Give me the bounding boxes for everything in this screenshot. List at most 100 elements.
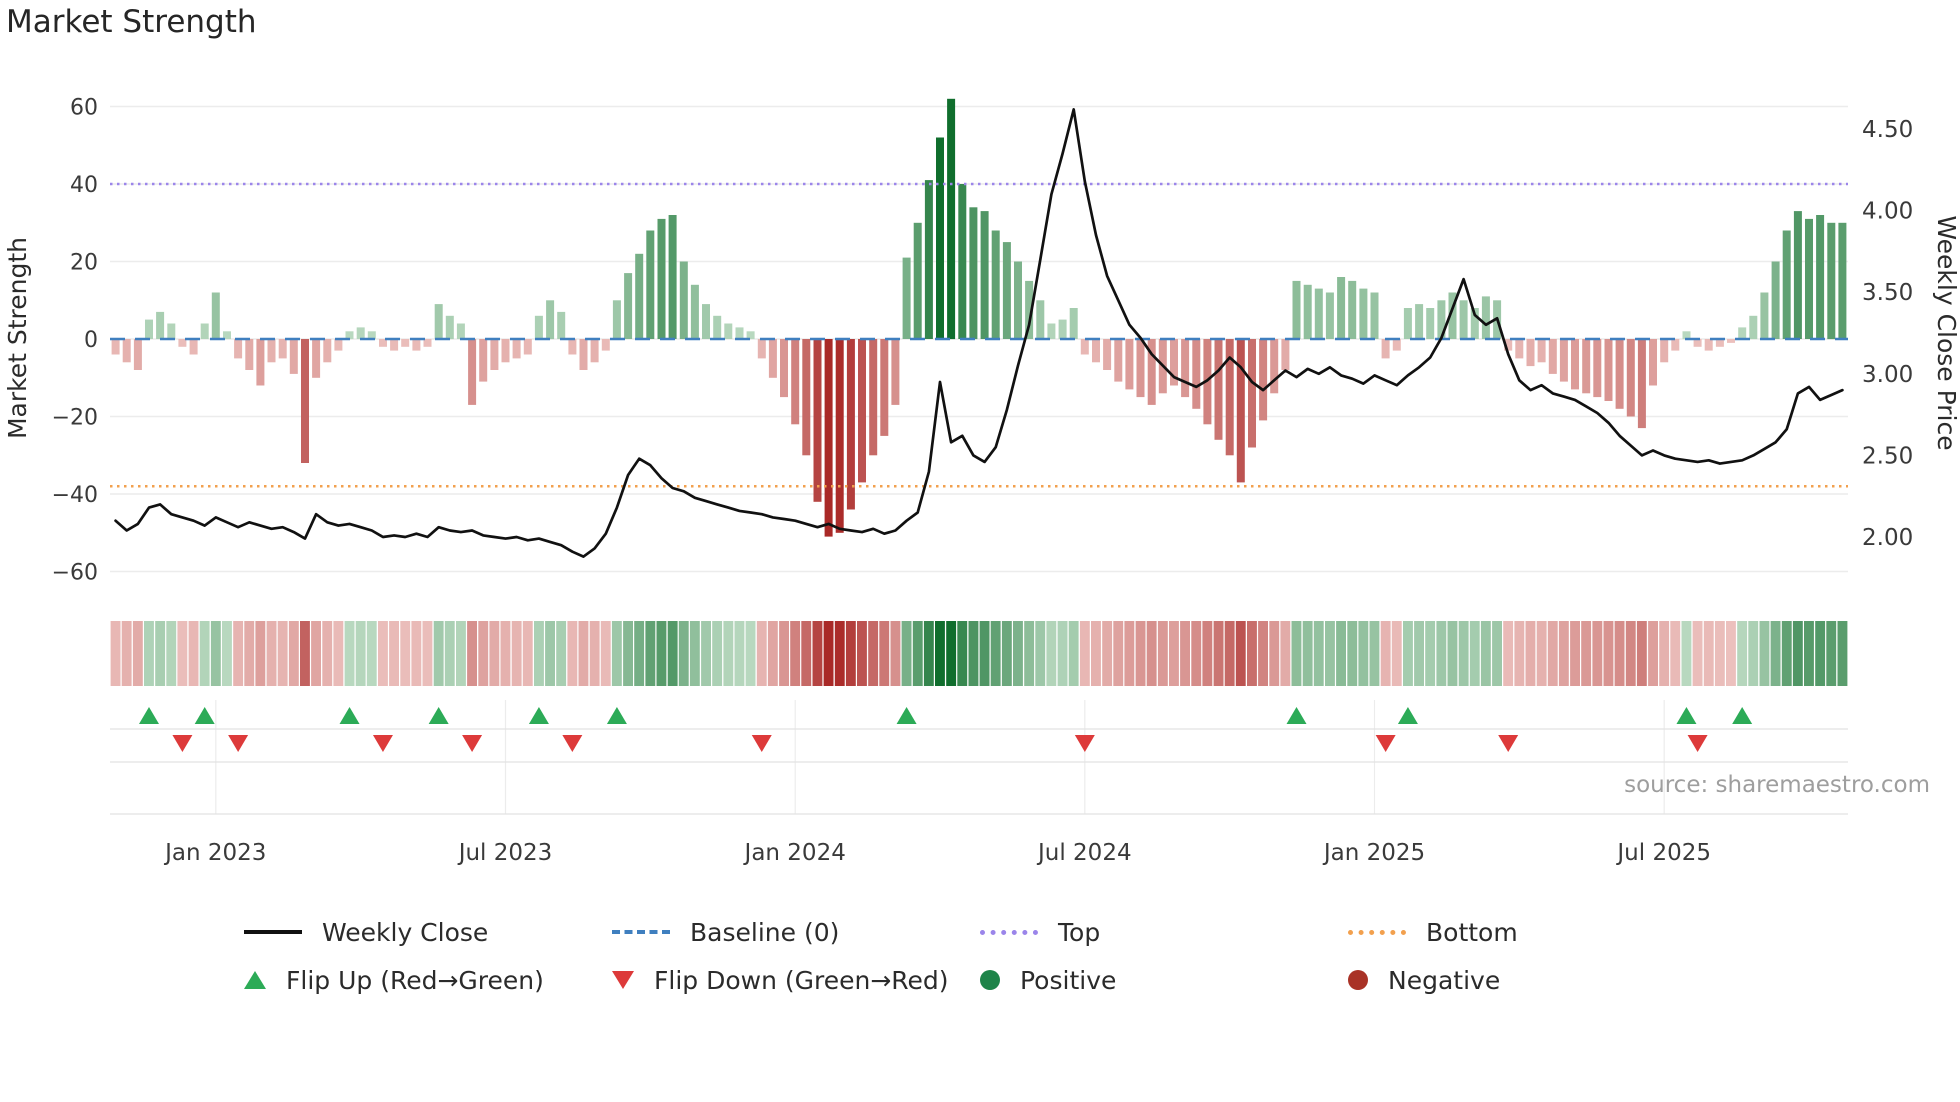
left-tick-label: 0: [84, 328, 98, 353]
heatmap-cell: [1146, 621, 1157, 686]
heatmap-cell: [823, 621, 834, 686]
heatmap-cell: [968, 621, 979, 686]
heatmap-cell: [322, 621, 333, 686]
heatmap-cell: [946, 621, 957, 686]
strength-bar: [1515, 339, 1524, 359]
heatmap-cell: [1213, 621, 1224, 686]
strength-bar: [1136, 339, 1145, 398]
strength-bar: [947, 98, 956, 340]
strength-bar: [1827, 222, 1836, 340]
strength-bar: [145, 319, 153, 339]
strength-bar: [223, 331, 231, 340]
strength-bar: [824, 339, 833, 537]
strength-bar: [367, 331, 376, 340]
flip-down-marker: [1074, 735, 1095, 752]
left-tick-label: −40: [52, 483, 98, 508]
strength-bar: [1559, 339, 1568, 382]
heatmap-cell: [1302, 621, 1313, 686]
heatmap-cell: [1013, 621, 1023, 686]
strength-bar: [1604, 339, 1613, 401]
strength-bar: [780, 339, 788, 398]
strength-bar: [234, 339, 243, 359]
strength-bar: [1715, 339, 1724, 347]
heatmap-cell: [779, 621, 789, 686]
heatmap-cell: [634, 621, 645, 686]
strength-bar: [568, 339, 577, 355]
heatmap-cell: [110, 621, 121, 686]
flip-up-marker: [1676, 707, 1697, 724]
heatmap-cell: [1815, 621, 1826, 686]
heatmap-cell: [979, 621, 990, 686]
heatmap-cell: [611, 621, 622, 686]
heatmap-cell: [1169, 621, 1179, 686]
heatmap-cell: [1503, 621, 1514, 686]
heatmap-cell: [1135, 621, 1146, 686]
strength-bar: [390, 339, 399, 351]
flip-up-icon: [244, 971, 266, 989]
heatmap-cell: [1547, 621, 1558, 686]
strength-bar: [702, 304, 710, 339]
heatmap-cell: [1358, 621, 1369, 686]
heatmap-cell: [745, 621, 756, 686]
legend-label: Weekly Close: [322, 917, 489, 947]
heatmap-cell: [1247, 621, 1257, 686]
heatmap-cell: [1403, 621, 1413, 686]
heatmap-cell: [155, 621, 166, 686]
heatmap-cell: [1692, 621, 1703, 686]
strength-bar: [1682, 331, 1691, 340]
strength-bar: [902, 257, 911, 339]
strength-bar: [1693, 339, 1702, 347]
heatmap-cell: [389, 621, 399, 686]
strength-bar: [111, 339, 120, 355]
strength-bar: [635, 253, 644, 340]
flip-up-marker: [528, 707, 549, 724]
strength-bar: [936, 137, 944, 339]
strength-bar: [1782, 230, 1791, 339]
heatmap-cell: [1648, 621, 1658, 686]
strength-bar: [791, 339, 800, 425]
strength-bar: [1793, 211, 1802, 339]
strength-bar: [1025, 280, 1034, 339]
heatmap-cell: [1826, 621, 1837, 686]
strength-bar: [1092, 339, 1100, 363]
strength-bar: [1392, 339, 1401, 351]
right-tick-label: 4.50: [1862, 117, 1913, 143]
heatmap-cell: [1057, 621, 1068, 686]
heatmap-cell: [712, 621, 723, 686]
heatmap-cell: [600, 621, 611, 686]
flip-up-marker: [428, 707, 449, 724]
strength-bar: [1325, 292, 1334, 339]
heatmap-cell: [756, 621, 767, 686]
heatmap-cell: [923, 621, 934, 686]
price-line: [114, 108, 1844, 558]
heatmap-cell: [834, 621, 845, 686]
strength-bar: [1214, 339, 1223, 440]
strength-bar: [646, 230, 655, 339]
flip-up-marker: [339, 707, 360, 724]
strength-bar: [534, 315, 543, 340]
x-tick-label: Jan 2025: [1322, 840, 1425, 866]
heatmap-cell: [656, 621, 667, 686]
heatmap-cell: [1759, 621, 1770, 686]
heatmap-cell: [1781, 621, 1792, 686]
flip-up-marker: [1397, 707, 1418, 724]
strength-bar: [924, 180, 933, 339]
strength-bar: [1348, 280, 1357, 339]
strength-bar: [401, 339, 410, 347]
heatmap-cell: [845, 621, 856, 686]
strength-bar: [289, 339, 298, 374]
strength-bar: [1114, 339, 1123, 382]
strength-bar: [668, 215, 677, 339]
heatmap-cell: [467, 621, 477, 686]
heatmap-cell: [534, 621, 544, 686]
flip-down-icon: [612, 971, 634, 989]
bottom-line-swatch: [1348, 929, 1406, 935]
legend-label: Flip Up (Red→Green): [286, 965, 544, 995]
strength-bar: [301, 339, 309, 463]
heatmap-cell: [801, 621, 812, 686]
strength-bar: [1426, 308, 1435, 339]
strength-bar: [1047, 323, 1056, 339]
strength-bar: [178, 339, 187, 347]
strength-bar: [958, 184, 967, 339]
strength-bar: [1125, 339, 1134, 390]
